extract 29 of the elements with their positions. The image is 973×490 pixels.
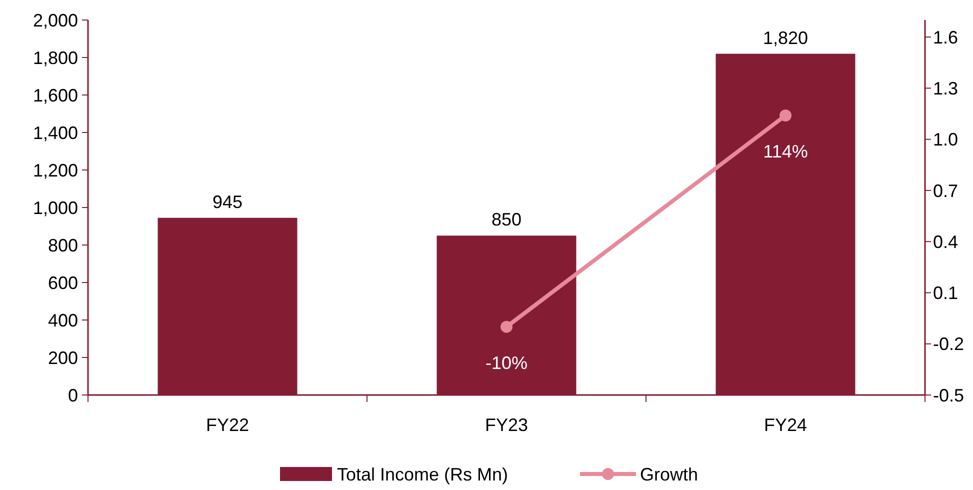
data-label: 114% xyxy=(763,141,808,162)
y2-tick-label: 1.6 xyxy=(933,27,958,48)
y2-tick-label: 0.4 xyxy=(933,232,958,252)
y-tick-label: 1,200 xyxy=(32,160,78,180)
y-tick-label: 1,000 xyxy=(32,198,78,218)
y-tick-label: 0 xyxy=(68,385,78,406)
y-tick-label: 1,600 xyxy=(32,85,78,106)
y2-tick-label: 0.1 xyxy=(933,283,958,304)
legend-label: Total Income (Rs Mn) xyxy=(337,464,508,484)
y-tick-label: 1,400 xyxy=(32,122,78,143)
legend-label: Growth xyxy=(640,464,698,484)
y-tick-label: 600 xyxy=(48,272,78,293)
x-tick-label: FY24 xyxy=(764,415,808,435)
y2-tick-label: -0.2 xyxy=(933,334,964,354)
y2-tick-label: 0.7 xyxy=(933,180,958,201)
x-tick-label: FY22 xyxy=(206,415,250,435)
y-tick-label: 2,000 xyxy=(32,10,78,30)
y2-tick-label: -0.5 xyxy=(933,385,964,406)
x-tick-label: FY23 xyxy=(484,415,528,435)
y-tick-label: 800 xyxy=(48,235,78,256)
data-label: -10% xyxy=(485,352,528,373)
y-tick-label: 200 xyxy=(48,348,78,368)
data-label: 850 xyxy=(491,210,522,230)
data-label: 945 xyxy=(212,192,243,212)
y2-tick-label: 1.0 xyxy=(933,130,958,150)
y-tick-label: 400 xyxy=(48,310,78,330)
y2-tick-label: 1.3 xyxy=(933,78,958,98)
y-tick-label: 1,800 xyxy=(32,48,78,68)
data-label: 1,820 xyxy=(762,28,808,48)
